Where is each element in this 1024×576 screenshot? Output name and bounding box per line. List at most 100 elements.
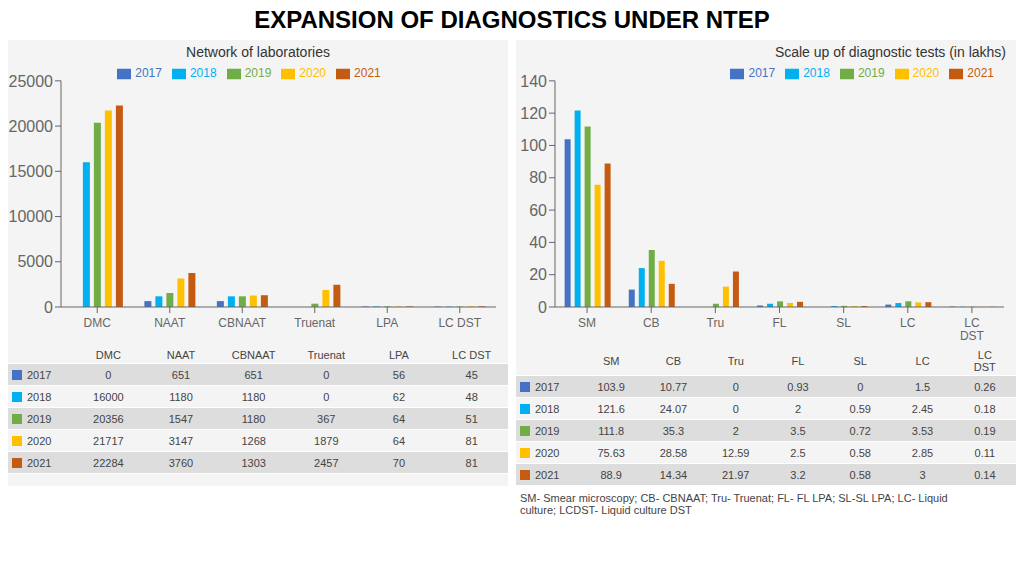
html-text:2021: 2021 — [967, 66, 994, 80]
html-text:0.58: 0.58 — [849, 446, 871, 459]
svg-text:120: 120 — [520, 105, 547, 122]
html-text:14.34: 14.34 — [659, 468, 688, 481]
html-text:2019: 2019 — [244, 66, 272, 80]
html-text:3147: 3147 — [168, 434, 194, 447]
html-text:3760: 3760 — [168, 456, 194, 469]
svg-text:LCDST: LCDST — [960, 316, 985, 343]
svg-text:15000: 15000 — [9, 163, 54, 180]
html-text:51: 51 — [465, 412, 478, 425]
svg-text:SM: SM — [578, 316, 596, 330]
svg-text:SL: SL — [836, 316, 851, 330]
html-text:3.53: 3.53 — [911, 424, 934, 437]
html-text:81: 81 — [465, 434, 478, 447]
html-text:367: 367 — [317, 412, 336, 425]
html-text:1180: 1180 — [241, 412, 266, 425]
html-text:64: 64 — [392, 412, 406, 425]
svg-text:20000: 20000 — [9, 118, 54, 135]
html-text:81: 81 — [465, 456, 478, 469]
html-text:0.19: 0.19 — [974, 424, 996, 437]
html-text:651: 651 — [171, 368, 191, 381]
html-text:2.45: 2.45 — [911, 402, 934, 415]
html-text:2019: 2019 — [857, 66, 885, 80]
html-text:62: 62 — [392, 390, 406, 403]
html-text:Network of laboratories: Network of laboratories — [186, 44, 330, 60]
svg-text:FL: FL — [772, 316, 786, 330]
html-text:48: 48 — [465, 390, 478, 403]
html-text:1303: 1303 — [241, 456, 266, 469]
svg-text:5000: 5000 — [17, 253, 53, 270]
svg-text:140: 140 — [520, 73, 547, 90]
svg-text:0: 0 — [538, 299, 547, 316]
svg-text:DMC: DMC — [84, 316, 112, 330]
html-text:1.5: 1.5 — [914, 380, 931, 393]
svg-text:25000: 25000 — [9, 73, 54, 90]
html-text:45: 45 — [465, 368, 478, 381]
html-text:111.8: 111.8 — [598, 424, 625, 437]
html-text:16000: 16000 — [93, 390, 124, 403]
html-text:NAAT: NAAT — [166, 349, 196, 361]
html-text:1879: 1879 — [314, 434, 339, 447]
html-text:20356: 20356 — [93, 412, 124, 425]
html-text:1268: 1268 — [241, 434, 266, 447]
html-text:1180: 1180 — [169, 390, 193, 403]
html-text:Scale up of diagnostic tests (: Scale up of diagnostic tests (in lakhs) — [774, 44, 1006, 60]
svg-text:40: 40 — [529, 234, 547, 251]
html-text:0.26: 0.26 — [974, 380, 996, 393]
html-text:21717: 21717 — [93, 434, 124, 447]
svg-text:Truenat: Truenat — [294, 316, 336, 330]
html-text:2021: 2021 — [354, 66, 381, 80]
html-text:LC DST: LC DST — [973, 349, 996, 373]
html-text:1180: 1180 — [241, 390, 266, 403]
svg-text:20: 20 — [529, 266, 547, 283]
html-text:2018: 2018 — [189, 66, 217, 80]
html-text:2457: 2457 — [314, 456, 339, 469]
html-text:2020: 2020 — [912, 66, 940, 80]
html-text:3.5: 3.5 — [790, 424, 806, 437]
svg-text:10000: 10000 — [9, 208, 54, 225]
html-text:75.63: 75.63 — [597, 446, 625, 459]
svg-text:CBNAAT: CBNAAT — [218, 316, 266, 330]
html-text:1547: 1547 — [168, 412, 194, 425]
html-text:0.59: 0.59 — [849, 402, 871, 415]
html-text:56: 56 — [392, 368, 406, 381]
html-text:24.07: 24.07 — [659, 402, 688, 415]
html-text:121.6: 121.6 — [597, 402, 625, 415]
html-text:10.77: 10.77 — [659, 380, 688, 393]
html-text:0.72: 0.72 — [849, 424, 871, 437]
html-text:88.9: 88.9 — [600, 468, 622, 481]
html-text:0.14: 0.14 — [974, 468, 996, 481]
html-text:22284: 22284 — [93, 456, 124, 469]
html-text:651: 651 — [244, 368, 263, 381]
html-text:2.5: 2.5 — [790, 446, 806, 459]
html-text:SM- Smear microscopy; CB- CBNA: SM- Smear microscopy; CB- CBNAAT; Tru- T… — [520, 492, 948, 516]
svg-text:Tru: Tru — [707, 316, 725, 330]
html-text:0.58: 0.58 — [849, 468, 871, 481]
svg-text:LC: LC — [900, 316, 916, 330]
svg-text:0: 0 — [44, 299, 53, 316]
html-text:DMC: DMC — [95, 349, 121, 361]
html-text:21.97: 21.97 — [721, 468, 750, 481]
html-text:2020: 2020 — [299, 66, 326, 80]
html-text:EXPANSION OF DIAGNOSTICS UNDER: EXPANSION OF DIAGNOSTICS UNDER NTEP — [254, 6, 770, 33]
svg-text:LPA: LPA — [376, 316, 398, 330]
html-text:64: 64 — [392, 434, 406, 447]
svg-text:NAAT: NAAT — [154, 316, 186, 330]
html-text:70: 70 — [392, 456, 406, 469]
html-text:2.85: 2.85 — [911, 446, 934, 459]
html-text:2018: 2018 — [803, 66, 830, 80]
svg-text:60: 60 — [529, 202, 547, 219]
html-text:0.18: 0.18 — [974, 402, 996, 415]
html-text:12.59: 12.59 — [721, 446, 750, 459]
html-text:2017: 2017 — [748, 66, 776, 80]
svg-text:80: 80 — [529, 169, 547, 186]
svg-text:CB: CB — [643, 316, 660, 330]
html-text:0.11: 0.11 — [974, 446, 996, 459]
svg-text:LC DST: LC DST — [438, 316, 481, 330]
html-text:103.9: 103.9 — [597, 380, 625, 393]
html-text:2017: 2017 — [135, 66, 162, 80]
svg-text:100: 100 — [520, 137, 547, 154]
html-text:3.2: 3.2 — [790, 468, 806, 481]
html-text:28.58: 28.58 — [659, 446, 688, 459]
html-text:0.93: 0.93 — [787, 380, 809, 393]
html-text:35.3: 35.3 — [662, 424, 685, 437]
